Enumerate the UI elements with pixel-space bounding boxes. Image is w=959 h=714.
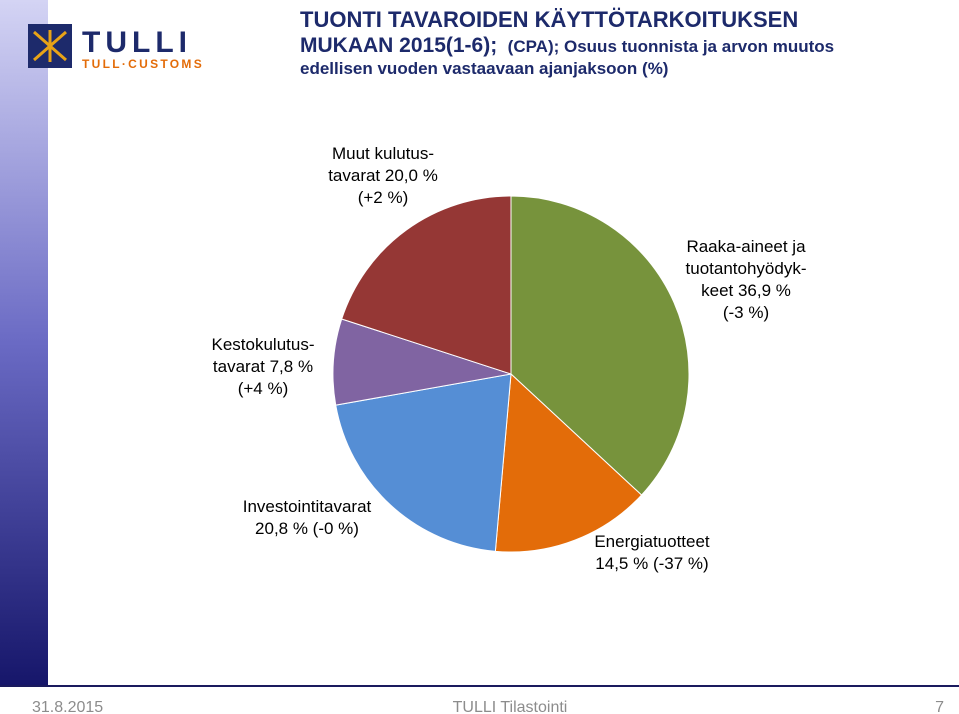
slice-label: Raaka-aineet ja tuotantohyödyk-keet 36,9 … [686, 237, 807, 322]
footer-center: TULLI Tilastointi [453, 699, 568, 714]
title-line: (CPA); Osuus tuonnista ja arvon muutos [508, 37, 834, 56]
logo: TULLI TULL·CUSTOMS [28, 24, 204, 71]
logo-sub: TULL·CUSTOMS [82, 57, 204, 71]
chart-title: TUONTI TAVAROIDEN KÄYTTÖTARKOITUKSEN MUK… [300, 7, 839, 78]
title-line: MUKAAN 2015(1-6); [300, 34, 497, 57]
slice-labels: Raaka-aineet ja tuotantohyödyk-keet 36,9 … [212, 144, 807, 573]
label-line: Investointitavarat [243, 497, 372, 516]
footer-date: 31.8.2015 [32, 699, 103, 714]
side-stripe [0, 0, 48, 686]
slice-label: Kestokulutus-tavarat 7,8 % (+4 %) [212, 335, 315, 398]
label-line: tavarat 7,8 % [213, 357, 313, 376]
logo-name: TULLI [82, 26, 192, 59]
slice-label: Investointitavarat 20,8 % (-0 %) [243, 497, 372, 538]
pie-slice [494, 372, 643, 553]
label-line: 14,5 % (-37 %) [595, 554, 708, 573]
pie-slice [341, 195, 512, 375]
pie-slice [335, 373, 512, 552]
label-line: (-3 %) [723, 303, 769, 322]
label-line: (+4 %) [238, 379, 289, 398]
pie [332, 195, 690, 553]
label-line: keet 36,9 % [701, 281, 791, 300]
label-line: Muut kulutus- [332, 144, 434, 163]
label-line: tavarat 20,0 % [328, 166, 438, 185]
label-line: (+2 %) [358, 188, 409, 207]
title-line: TUONTI TAVAROIDEN KÄYTTÖTARKOITUKSEN [300, 7, 798, 32]
logo-keys [33, 30, 67, 62]
footer-page: 7 [935, 699, 944, 714]
pie-slice [510, 195, 690, 496]
slice-label: Muut kulutus-tavarat 20,0 % (+2 %) [328, 144, 438, 207]
title-line: edellisen vuoden vastaavaan ajanjaksoon … [300, 59, 668, 78]
label-line: tuotantohyödyk- [686, 259, 807, 278]
label-line: Kestokulutus- [212, 335, 315, 354]
label-line: 20,8 % (-0 %) [255, 519, 359, 538]
label-line: Energiatuotteet [594, 532, 710, 551]
slice-label: Energiatuotteet 14,5 % (-37 %) [594, 532, 710, 573]
label-line: Raaka-aineet ja [686, 237, 806, 256]
